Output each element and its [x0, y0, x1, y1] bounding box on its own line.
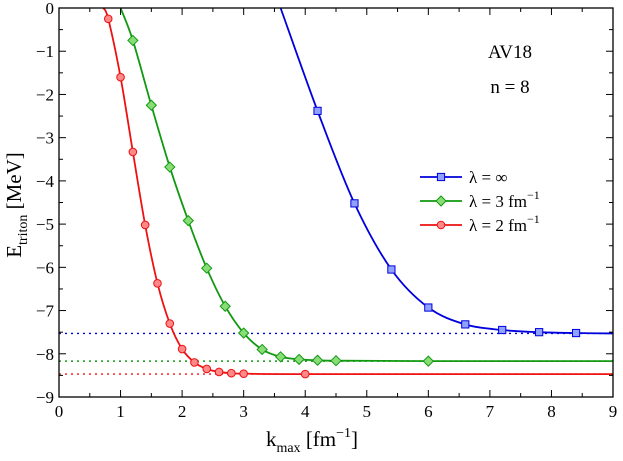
legend-label-base: λ = 2 fm	[469, 216, 527, 235]
y-tick-label: −1	[36, 42, 54, 61]
x-tick-label: 1	[116, 402, 125, 421]
legend-label-blue: λ = ∞	[469, 168, 507, 187]
legend-marker-blue	[436, 172, 446, 182]
series-line-green	[119, 7, 614, 363]
y-axis-label-sub: triton	[16, 215, 31, 245]
data-point-red	[103, 14, 113, 24]
annotation-block: AV18 n = 8	[488, 42, 532, 98]
legend-label-base: λ = 3 fm	[469, 192, 527, 211]
x-tick-label: 7	[486, 402, 495, 421]
legend-marker-red	[436, 220, 446, 230]
data-point-red	[153, 279, 162, 288]
data-point-green	[182, 214, 194, 227]
y-tick-label: −9	[36, 388, 54, 407]
legend-label-exp: −1	[527, 212, 540, 226]
data-point-red	[190, 358, 199, 367]
legend-label-red: λ = 2 fm−1	[469, 212, 540, 235]
legend-label-exp: −1	[527, 188, 540, 202]
data-point-green	[422, 355, 435, 367]
axis-ticks: 0 1 2 3 4 5 6 7 8 9 0 −1 −2 −3 −4 −5 −6 −7 −8 −9	[36, 0, 617, 421]
data-point-green	[293, 353, 305, 366]
x-axis-label-unit: [fm	[306, 427, 336, 451]
x-tick-label: 2	[178, 402, 187, 421]
y-tick-label: −8	[36, 345, 54, 364]
x-tick-label: 5	[363, 402, 372, 421]
data-point-blue	[461, 320, 470, 329]
x-tick-label: 8	[547, 402, 556, 421]
data-point-green	[256, 343, 268, 356]
series-markers	[103, 14, 581, 379]
legend-marker-green	[435, 195, 447, 207]
y-axis-label: Etriton [MeV]	[2, 152, 31, 258]
y-tick-label: −2	[36, 85, 54, 104]
data-point-red	[128, 147, 138, 157]
data-point-red	[214, 367, 224, 377]
x-axis-label-close: ]	[351, 427, 358, 451]
y-tick-label: −4	[36, 172, 55, 191]
data-point-red	[177, 344, 187, 354]
data-point-red	[202, 364, 212, 374]
y-tick-label: −5	[36, 215, 54, 234]
x-axis-label-main: k	[266, 427, 277, 451]
x-tick-label: 0	[55, 402, 64, 421]
data-point-red	[300, 369, 310, 379]
data-point-blue	[313, 106, 322, 115]
data-point-red	[165, 319, 175, 328]
data-point-blue	[535, 328, 544, 337]
y-tick-label: −3	[36, 129, 54, 148]
annotation-potential: AV18	[488, 42, 532, 63]
data-point-blue	[498, 325, 507, 335]
data-point-blue	[350, 199, 359, 208]
data-point-green	[237, 327, 250, 339]
x-tick-label: 9	[609, 402, 618, 421]
x-axis-label-exp: −1	[336, 426, 351, 441]
data-point-blue	[424, 303, 433, 312]
x-axis-label-sub: max	[276, 441, 300, 456]
data-point-green	[164, 161, 176, 173]
legend-label-base: λ = ∞	[469, 168, 507, 187]
x-tick-label: 4	[301, 402, 310, 421]
data-point-blue	[571, 328, 581, 338]
data-point-green	[330, 354, 342, 367]
data-point-red	[227, 368, 236, 378]
series-line-blue	[279, 7, 614, 335]
data-point-green	[274, 351, 287, 363]
y-tick-label: −6	[36, 258, 54, 277]
x-axis-label: kmax [fm−1]	[266, 426, 358, 456]
y-axis-label-unit: [MeV]	[2, 152, 26, 209]
data-point-blue	[387, 265, 396, 274]
annotation-n: n = 8	[490, 77, 529, 98]
data-point-red	[140, 220, 150, 230]
data-point-green	[127, 34, 139, 47]
y-axis-label-main: E	[2, 245, 26, 258]
x-tick-label: 3	[239, 402, 248, 421]
data-point-green	[201, 262, 213, 274]
legend: λ = ∞λ = 3 fm−1λ = 2 fm−1	[420, 168, 540, 235]
series-curves	[102, 7, 614, 376]
data-point-red	[116, 72, 125, 82]
data-point-green	[219, 300, 231, 312]
y-tick-label: −7	[36, 302, 55, 321]
data-point-green	[145, 99, 158, 111]
legend-label-green: λ = 3 fm−1	[469, 188, 540, 211]
data-point-red	[239, 369, 248, 378]
data-point-green	[311, 354, 324, 366]
y-tick-label: 0	[46, 0, 55, 18]
x-tick-label: 6	[424, 402, 433, 421]
series-line-red	[102, 7, 614, 376]
